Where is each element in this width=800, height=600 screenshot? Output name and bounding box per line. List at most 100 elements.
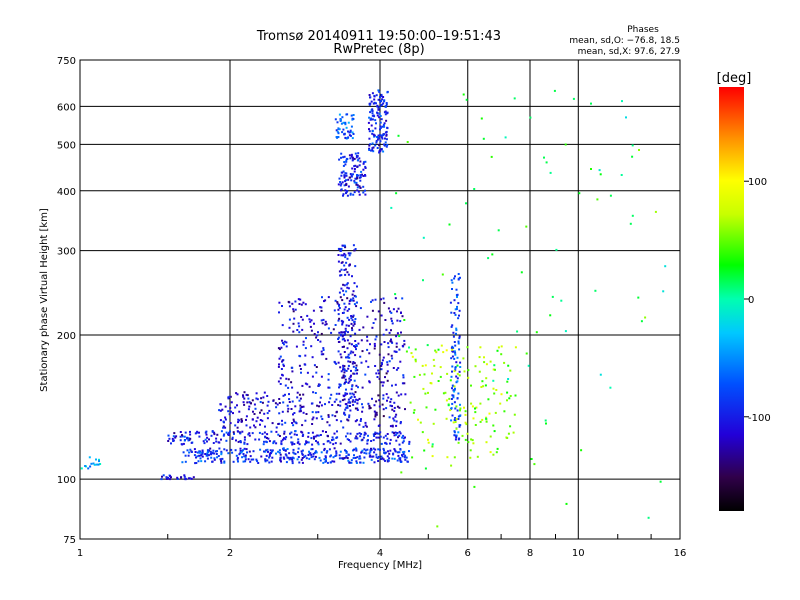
data-point bbox=[374, 144, 377, 147]
data-point bbox=[254, 407, 257, 410]
data-point bbox=[348, 318, 351, 321]
data-point bbox=[212, 452, 214, 455]
data-point bbox=[196, 455, 199, 458]
data-point bbox=[369, 343, 371, 346]
data-point bbox=[280, 368, 283, 370]
data-point bbox=[220, 453, 223, 456]
data-point bbox=[340, 261, 343, 264]
data-point bbox=[364, 432, 367, 435]
data-point bbox=[283, 437, 285, 440]
data-point bbox=[338, 158, 341, 161]
data-point bbox=[291, 443, 294, 446]
data-point bbox=[260, 455, 263, 458]
data-point bbox=[298, 364, 301, 367]
data-point bbox=[217, 455, 220, 457]
data-point bbox=[395, 433, 398, 436]
data-point bbox=[339, 400, 342, 403]
data-point bbox=[281, 360, 283, 363]
data-point bbox=[647, 516, 650, 519]
data-point bbox=[292, 330, 295, 333]
data-point bbox=[352, 173, 354, 176]
data-point bbox=[284, 393, 286, 396]
data-point bbox=[245, 415, 248, 418]
data-point bbox=[295, 433, 298, 436]
data-point bbox=[266, 448, 269, 451]
data-point bbox=[266, 437, 268, 439]
data-point bbox=[342, 254, 345, 257]
data-point bbox=[325, 431, 327, 433]
data-point bbox=[243, 403, 246, 406]
data-point bbox=[353, 249, 356, 252]
data-point bbox=[351, 400, 354, 403]
data-point bbox=[342, 121, 345, 124]
data-point bbox=[457, 317, 460, 320]
data-point bbox=[342, 156, 345, 159]
data-point bbox=[513, 413, 516, 416]
data-point bbox=[223, 448, 226, 451]
data-point bbox=[349, 130, 352, 133]
data-point bbox=[364, 165, 367, 168]
data-point bbox=[382, 96, 385, 98]
data-point bbox=[366, 335, 369, 338]
data-point bbox=[236, 456, 239, 459]
data-point bbox=[455, 405, 458, 408]
data-point bbox=[506, 437, 509, 439]
data-point bbox=[357, 174, 360, 177]
data-point bbox=[301, 424, 304, 427]
data-point bbox=[187, 439, 190, 442]
data-point bbox=[262, 443, 265, 446]
data-point bbox=[243, 397, 246, 400]
data-point bbox=[346, 406, 349, 409]
data-point bbox=[362, 326, 365, 329]
data-point bbox=[270, 430, 273, 433]
data-point bbox=[560, 299, 563, 302]
data-point bbox=[373, 134, 376, 137]
data-point bbox=[344, 403, 347, 406]
data-point bbox=[402, 374, 405, 377]
data-point bbox=[310, 345, 313, 348]
data-point bbox=[348, 302, 351, 305]
data-point bbox=[385, 328, 388, 331]
data-point bbox=[352, 393, 355, 396]
data-point bbox=[284, 384, 287, 387]
data-point bbox=[338, 304, 340, 307]
data-point bbox=[391, 457, 394, 460]
data-point bbox=[380, 343, 383, 346]
data-point bbox=[609, 386, 612, 389]
data-point bbox=[242, 395, 245, 398]
data-point bbox=[188, 451, 191, 454]
data-point bbox=[621, 100, 623, 103]
data-point bbox=[225, 431, 228, 434]
data-point bbox=[336, 121, 339, 124]
data-point bbox=[237, 460, 239, 463]
data-point bbox=[319, 396, 322, 399]
data-point bbox=[372, 150, 375, 153]
data-point bbox=[345, 172, 348, 175]
data-point bbox=[409, 401, 412, 404]
data-point bbox=[216, 450, 218, 453]
data-point bbox=[462, 93, 465, 96]
data-point bbox=[456, 377, 459, 380]
data-point bbox=[341, 338, 344, 341]
data-point bbox=[347, 398, 350, 401]
data-point bbox=[292, 322, 295, 325]
data-point bbox=[374, 433, 377, 435]
phases-title: Phases bbox=[627, 25, 659, 35]
data-point bbox=[341, 181, 344, 184]
data-point bbox=[335, 450, 338, 453]
data-point bbox=[353, 168, 356, 170]
data-point bbox=[346, 282, 349, 285]
data-point bbox=[453, 430, 456, 433]
data-point bbox=[344, 327, 347, 330]
data-point bbox=[453, 385, 456, 388]
data-point bbox=[278, 363, 280, 366]
data-point bbox=[464, 413, 467, 416]
data-point bbox=[220, 451, 223, 454]
data-point bbox=[464, 438, 467, 441]
data-point bbox=[370, 440, 373, 442]
data-point bbox=[275, 426, 278, 429]
data-point bbox=[348, 439, 350, 441]
data-point bbox=[410, 352, 413, 355]
data-point bbox=[316, 441, 319, 444]
data-point bbox=[341, 399, 344, 402]
